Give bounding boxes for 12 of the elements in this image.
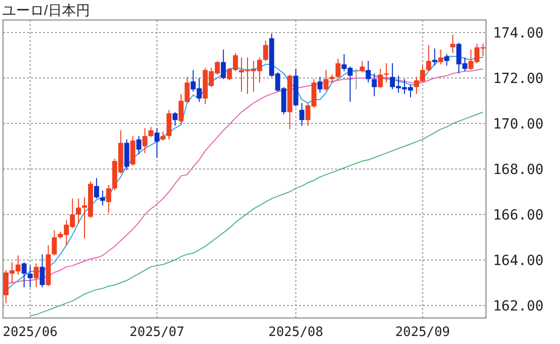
ytick: 172.00 bbox=[493, 71, 544, 87]
ytick: 164.00 bbox=[493, 253, 544, 269]
ytick: 166.00 bbox=[493, 208, 544, 224]
xtick: 2025/06 bbox=[2, 325, 58, 340]
xtick: 2025/07 bbox=[130, 325, 184, 340]
ytick: 162.00 bbox=[493, 298, 544, 314]
ytick: 174.00 bbox=[493, 26, 544, 42]
ytick: 168.00 bbox=[493, 162, 544, 178]
xtick: 2025/08 bbox=[268, 325, 324, 340]
ytick: 170.00 bbox=[493, 116, 544, 132]
title: ユーロ/日本円 bbox=[2, 2, 90, 18]
xtick: 2025/09 bbox=[395, 325, 450, 340]
